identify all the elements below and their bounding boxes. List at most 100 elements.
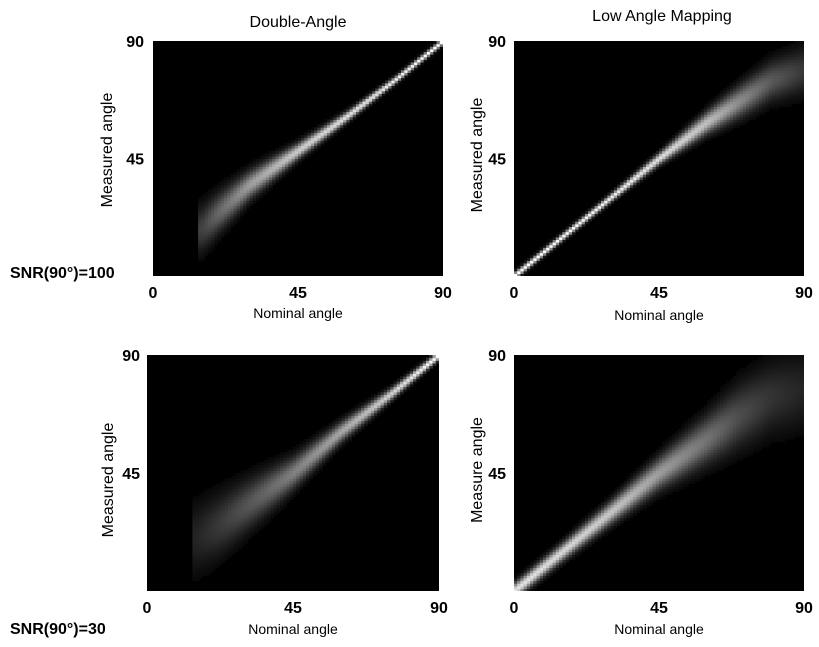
heatmap-cell: [205, 538, 210, 542]
heatmap-cell: [713, 420, 718, 424]
heatmap-cell: [742, 423, 747, 427]
heatmap-cell: [565, 543, 570, 548]
heatmap-cell: [289, 491, 294, 495]
heatmap-cell: [220, 221, 225, 225]
heatmap-cell: [694, 459, 699, 464]
heatmap-cell: [195, 575, 200, 579]
heatmap-cell: [746, 446, 750, 450]
heatmap-cell: [296, 459, 301, 464]
heatmap-cell: [775, 360, 779, 364]
heatmap-cell: [723, 124, 728, 128]
heatmap-cell: [220, 195, 225, 199]
heatmap-cell: [231, 512, 236, 516]
heatmap-cell: [659, 166, 663, 170]
heatmap-cell: [202, 520, 206, 524]
heatmap-cell: [546, 562, 551, 566]
heatmap-cell: [364, 402, 369, 406]
heatmap-cell: [781, 420, 786, 424]
heatmap-cell: [385, 90, 389, 94]
heatmap-cell: [276, 480, 281, 485]
heatmap-cell: [407, 69, 412, 73]
heatmap-cell: [204, 221, 209, 225]
heatmap-cell: [396, 381, 401, 385]
heatmap-cell: [263, 501, 268, 506]
heatmap-cell: [781, 362, 786, 367]
heatmap-cell: [662, 155, 667, 160]
heatmap-cell: [742, 116, 747, 120]
heatmap-cell: [713, 407, 718, 411]
heatmap-cell: [697, 116, 702, 120]
heatmap-cell: [742, 93, 747, 97]
heatmap-cell: [781, 375, 786, 380]
heatmap-cell: [591, 533, 596, 537]
heatmap-cell: [630, 182, 634, 186]
heatmap-cell: [771, 61, 776, 66]
heatmap-cell: [357, 420, 362, 424]
heatmap-cell: [726, 391, 731, 395]
heatmap-cell: [723, 402, 728, 406]
heatmap-cell: [675, 135, 679, 139]
heatmap-cell: [752, 93, 757, 97]
heatmap-cell: [784, 51, 789, 55]
heatmap-cell: [273, 478, 278, 482]
heatmap-cell: [227, 229, 231, 233]
heatmap-cell: [800, 72, 804, 76]
heatmap-cell: [241, 486, 245, 490]
heatmap-cell: [254, 514, 258, 519]
heatmap-cell: [800, 95, 804, 100]
heatmap-cell: [192, 530, 197, 534]
heatmap-cell: [601, 528, 605, 532]
heatmap-cell: [422, 370, 427, 374]
heatmap-cell: [636, 176, 641, 180]
heatmap-cell: [249, 182, 254, 186]
heatmap-cell: [736, 394, 741, 398]
heatmap-cell: [241, 499, 245, 503]
heatmap-cell: [720, 436, 725, 440]
heatmap-cell: [742, 88, 747, 92]
heatmap-cell: [247, 520, 252, 524]
heatmap-cell: [723, 103, 728, 107]
heatmap-cell: [778, 381, 783, 385]
heatmap-cell: [671, 145, 676, 149]
heatmap-cell: [781, 77, 786, 81]
heatmap-cell: [626, 514, 631, 519]
heatmap-cell: [726, 431, 731, 435]
heatmap-cell: [254, 491, 258, 495]
heatmap-cell: [736, 101, 741, 105]
heatmap-cell: [201, 247, 206, 251]
heatmap-cell: [778, 425, 783, 430]
heatmap-cell: [270, 462, 275, 466]
heatmap-cell: [198, 567, 203, 571]
heatmap-cell: [237, 473, 242, 477]
heatmap-cell: [331, 449, 336, 453]
heatmap-cell: [778, 61, 783, 66]
heatmap-cell: [351, 417, 356, 422]
heatmap-cell: [288, 145, 293, 149]
heatmap-cell: [269, 150, 273, 154]
heatmap-cell: [201, 249, 206, 254]
heatmap-cell: [224, 499, 229, 503]
heatmap-cell: [234, 507, 239, 511]
heatmap-cell: [617, 491, 621, 495]
heatmap-cell: [322, 436, 327, 440]
heatmap-cell: [765, 415, 770, 419]
heatmap-cell: [202, 543, 206, 548]
heatmap-cell: [755, 82, 760, 86]
heatmap-cell: [204, 195, 209, 199]
heatmap-cell: [655, 454, 660, 458]
heatmap-cell: [791, 95, 795, 100]
heatmap-cell: [559, 231, 563, 235]
heatmap-cell: [275, 155, 280, 160]
heatmap-cell: [236, 208, 241, 212]
heatmap-cell: [338, 438, 343, 443]
heatmap-cell: [768, 370, 773, 374]
heatmap-cell: [797, 98, 802, 102]
heatmap-cell: [243, 174, 248, 178]
heatmap-cell: [775, 357, 779, 361]
heatmap-cell: [720, 101, 725, 105]
heatmap-cell: [642, 491, 647, 495]
heatmap-cell: [388, 80, 393, 84]
heatmap-cell: [265, 153, 270, 157]
heatmap-cell: [286, 483, 291, 487]
heatmap-cell: [293, 493, 297, 498]
